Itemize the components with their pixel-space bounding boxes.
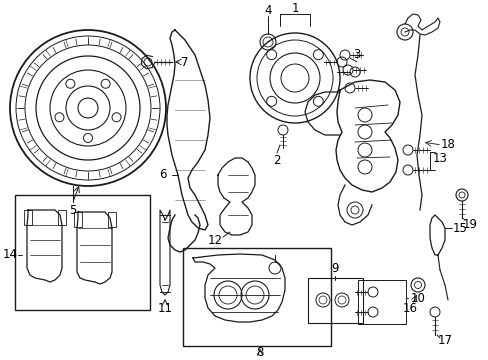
Bar: [74, 212, 82, 227]
Text: 16: 16: [402, 302, 417, 315]
Bar: [15, 195, 150, 310]
Text: 11: 11: [157, 302, 172, 315]
Text: 19: 19: [462, 219, 476, 231]
Text: 7: 7: [181, 55, 188, 68]
Text: 1: 1: [291, 1, 298, 14]
Text: 14: 14: [2, 248, 18, 261]
Bar: [183, 248, 330, 346]
Bar: [307, 278, 362, 323]
Text: 6: 6: [159, 168, 166, 181]
Text: 10: 10: [410, 292, 425, 305]
Text: 13: 13: [432, 152, 447, 165]
Text: 15: 15: [451, 221, 467, 234]
Text: 12: 12: [207, 234, 222, 247]
Bar: [108, 212, 116, 227]
Bar: [58, 210, 66, 225]
Text: 9: 9: [330, 261, 338, 274]
Text: 8: 8: [256, 346, 263, 359]
Text: 4: 4: [264, 4, 271, 17]
Text: 17: 17: [437, 333, 451, 346]
Text: 18: 18: [440, 139, 454, 152]
Text: 2: 2: [273, 153, 280, 166]
Text: 5: 5: [69, 203, 77, 216]
Text: 3: 3: [353, 49, 360, 62]
Bar: [357, 280, 405, 324]
Bar: [24, 210, 32, 225]
